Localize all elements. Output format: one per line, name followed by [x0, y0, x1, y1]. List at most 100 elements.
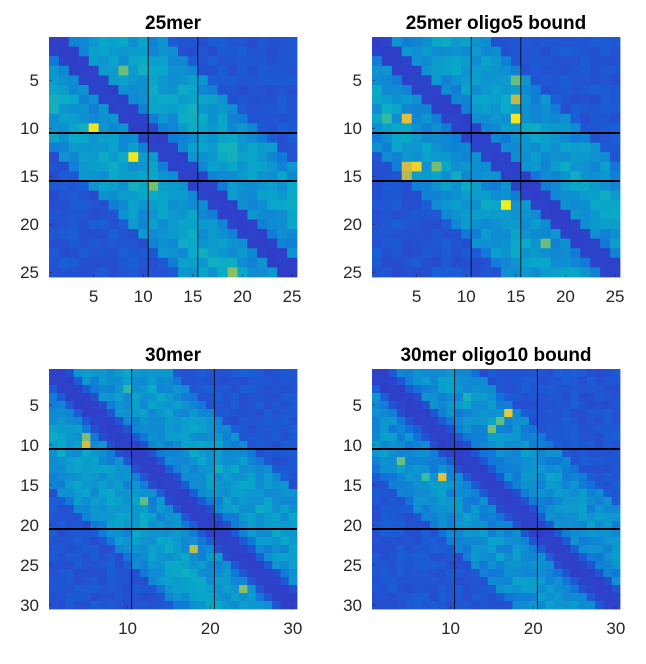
heatmap-cell: [58, 219, 70, 230]
heatmap-cell: [98, 238, 109, 249]
heatmap-cell: [491, 133, 502, 143]
heatmap-cell: [128, 85, 139, 95]
heatmap-cell: [413, 489, 422, 498]
heatmap-cell: [496, 569, 505, 578]
heatmap-cell: [139, 513, 149, 522]
heatmap-cell: [237, 171, 248, 182]
y-tick-label: 30: [20, 596, 39, 615]
heatmap-cell: [504, 465, 513, 474]
heatmap-cell: [595, 585, 604, 594]
heatmap-cell: [405, 593, 414, 602]
heatmap-cell: [471, 553, 480, 562]
heatmap-cell: [263, 441, 273, 450]
heatmap-cell: [586, 529, 596, 538]
heatmap-cell: [540, 152, 551, 163]
heatmap-cell: [287, 257, 298, 268]
heatmap-cell: [88, 123, 99, 134]
heatmap-cell: [537, 457, 546, 466]
heatmap-cell: [504, 441, 513, 450]
heatmap-cell: [446, 457, 456, 466]
heatmap-cell: [106, 497, 116, 506]
heatmap-cell: [173, 513, 182, 522]
heatmap-cell: [280, 537, 290, 546]
heatmap-cell: [168, 171, 179, 182]
heatmap-cell: [230, 385, 240, 394]
x-tick-label: 10: [457, 287, 476, 306]
heatmap-cell: [187, 267, 199, 278]
heatmap-cell: [82, 545, 91, 554]
heatmap-cell: [148, 489, 157, 498]
heatmap-cell: [267, 238, 278, 249]
heatmap-cell: [131, 409, 141, 418]
heatmap-cell: [530, 200, 542, 211]
heatmap-cell: [287, 65, 298, 76]
heatmap-cell: [496, 481, 505, 490]
heatmap-cell: [123, 457, 133, 466]
heatmap-cell: [610, 257, 621, 268]
heatmap-cell: [138, 161, 149, 172]
heatmap-cell: [396, 513, 406, 522]
heatmap-cell: [173, 521, 182, 530]
heatmap-cell: [177, 229, 189, 239]
heatmap-cell: [380, 433, 389, 442]
heatmap-cell: [471, 152, 482, 163]
heatmap-cell: [586, 393, 596, 402]
heatmap-cell: [586, 561, 596, 570]
heatmap-cell: [578, 369, 588, 378]
heatmap-cell: [115, 593, 124, 602]
heatmap-cell: [391, 267, 403, 278]
heatmap-cell: [90, 409, 99, 418]
heatmap-cell: [562, 489, 571, 498]
heatmap-cell: [207, 152, 219, 163]
heatmap-cell: [562, 465, 571, 474]
heatmap-cell: [49, 104, 60, 115]
heatmap-cell: [471, 585, 480, 594]
heatmap-cell: [504, 577, 513, 586]
heatmap-cell: [479, 433, 489, 442]
heatmap-cell: [610, 171, 621, 182]
y-tick-label: 25: [20, 263, 39, 282]
y-tick-label: 15: [20, 167, 39, 186]
heatmap-cell: [520, 181, 532, 191]
heatmap-cell: [388, 417, 398, 426]
heatmap-cell: [49, 473, 58, 482]
heatmap-cell: [537, 441, 546, 450]
heatmap-cell: [88, 248, 99, 259]
heatmap-cell: [454, 473, 464, 482]
heatmap-cell: [520, 601, 530, 610]
heatmap-cell: [82, 377, 91, 386]
heatmap-cell: [537, 553, 546, 562]
heatmap-cell: [550, 229, 561, 239]
heatmap-cell: [58, 152, 70, 163]
heatmap-cell: [230, 457, 240, 466]
heatmap-cell: [98, 425, 108, 434]
heatmap-cell: [401, 65, 413, 76]
heatmap-cell: [380, 401, 389, 410]
heatmap-cell: [88, 200, 99, 211]
heatmap-cell: [600, 229, 611, 239]
heatmap-cell: [98, 521, 108, 530]
heatmap-cell: [237, 85, 248, 95]
heatmap-cell: [610, 181, 621, 191]
heatmap-cell: [405, 577, 414, 586]
x-tick-label: 30: [606, 619, 625, 638]
heatmap-cell: [487, 393, 497, 402]
heatmap-cell: [396, 585, 406, 594]
heatmap-cell: [413, 569, 422, 578]
heatmap-cell: [512, 505, 522, 514]
heatmap-cell: [189, 593, 199, 602]
heatmap-cell: [421, 200, 432, 211]
heatmap-cell: [217, 267, 228, 278]
heatmap-cell: [57, 441, 66, 450]
heatmap-cell: [49, 585, 58, 594]
heatmap-cell: [222, 513, 232, 522]
heatmap-cell: [391, 123, 403, 134]
heatmap-cell: [610, 209, 621, 220]
heatmap-cell: [570, 75, 581, 86]
heatmap-cell: [471, 425, 480, 434]
heatmap-cell: [500, 133, 512, 143]
heatmap-cell: [441, 229, 452, 239]
heatmap-cell: [65, 505, 75, 514]
heatmap-cell: [510, 133, 522, 143]
heatmap-cell: [570, 513, 580, 522]
